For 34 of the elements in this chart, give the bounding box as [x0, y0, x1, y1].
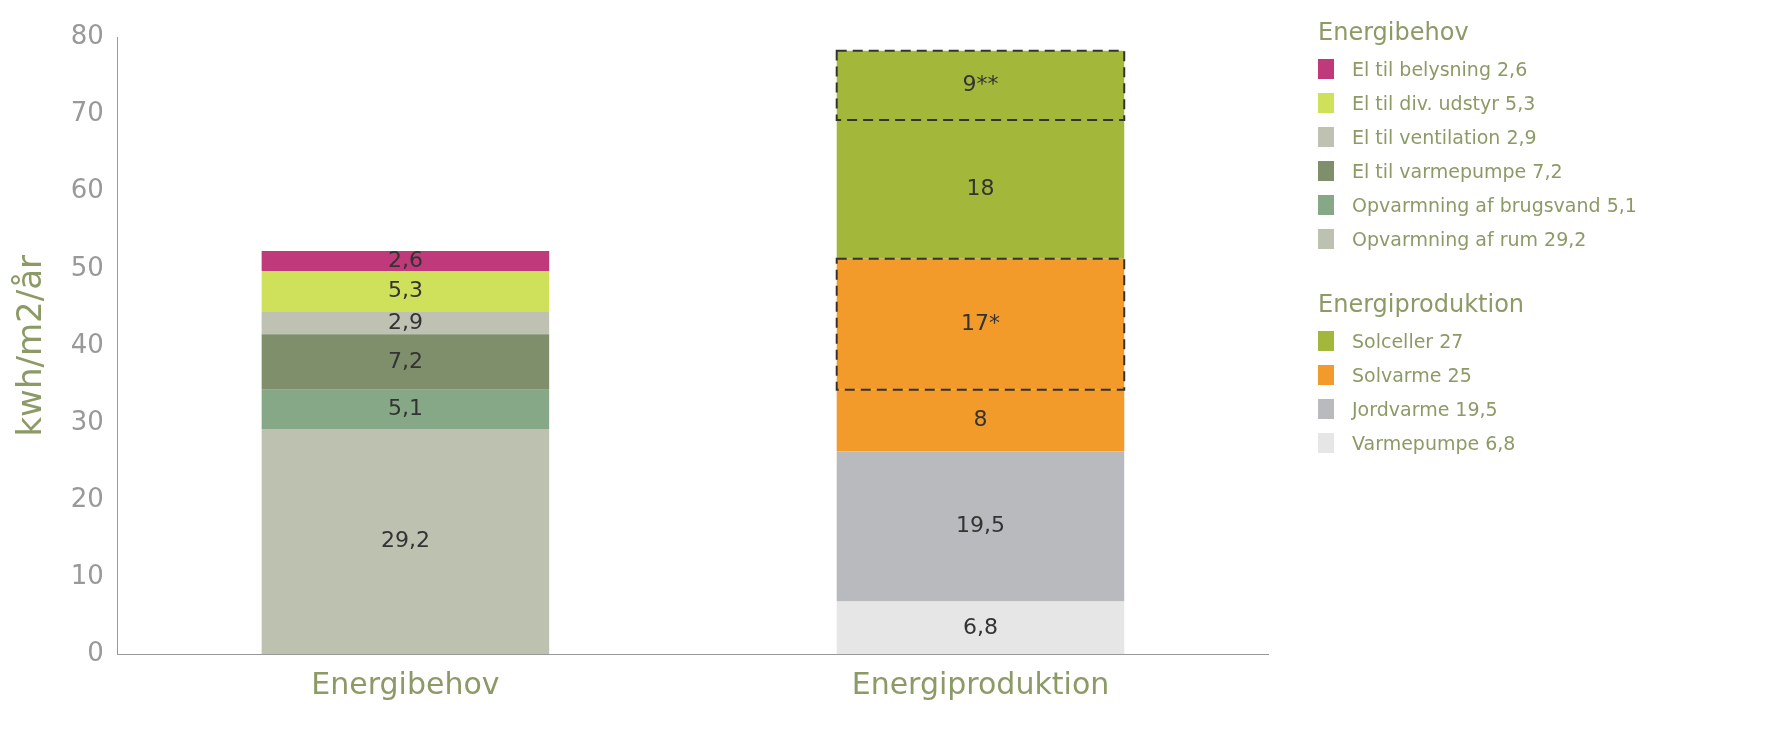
y-tick-label: 70: [70, 97, 104, 128]
legend-label: El til div. udstyr 5,3: [1352, 92, 1536, 114]
y-tick-label: 30: [70, 405, 104, 436]
data-label: 7,2: [387, 347, 423, 373]
y-axis-title: kwh/m2/år: [9, 255, 50, 437]
data-label: 19,5: [955, 512, 1005, 538]
legend-label: Opvarmning af brugsvand 5,1: [1352, 194, 1637, 216]
legend-label: Solvarme 25: [1352, 364, 1472, 386]
data-label: 18: [966, 175, 995, 201]
y-tick-label: 80: [70, 20, 104, 51]
y-tick-label: 0: [87, 636, 104, 667]
category-label: Energiproduktion: [1318, 290, 1525, 318]
legend-label: Varmepumpe 6,8: [1352, 432, 1516, 454]
legend-label: Jordvarme 19,5: [1352, 398, 1498, 420]
data-label: 8: [973, 406, 988, 432]
y-tick-label: 50: [70, 251, 104, 282]
y-tick-label: 60: [70, 174, 104, 205]
data-label: 2,6: [387, 246, 423, 272]
legend-label: El til ventilation 2,9: [1352, 126, 1537, 148]
data-label: 5,1: [387, 395, 423, 421]
legend-label: Solceller 27: [1352, 330, 1464, 352]
data-label: 17*: [960, 309, 1000, 335]
y-tick-label: 40: [70, 328, 104, 359]
y-tick-label: 10: [70, 559, 104, 590]
data-label: 5,3: [387, 277, 423, 303]
legend-label: El til belysning 2,6: [1352, 58, 1528, 80]
legend-label: Opvarmning af rum 29,2: [1352, 228, 1587, 250]
legend-label: El til varmepumpe 7,2: [1352, 160, 1563, 182]
data-label: 9**: [962, 71, 999, 97]
category-label: Energibehov: [1318, 18, 1469, 46]
y-tick-label: 20: [70, 482, 104, 513]
data-label: 29,2: [380, 527, 430, 553]
data-label: 2,9: [387, 308, 423, 334]
data-label: 6,8: [962, 613, 998, 639]
